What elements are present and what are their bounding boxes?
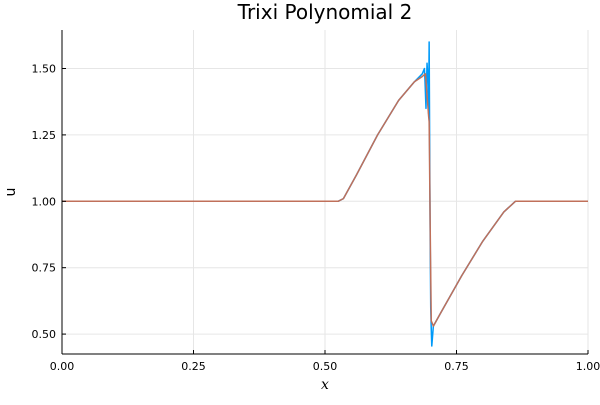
x-axis-label: x bbox=[321, 377, 329, 393]
series-line-2 bbox=[62, 73, 588, 327]
y-tick-label: 0.50 bbox=[32, 328, 57, 341]
x-tick-label: 1.00 bbox=[576, 360, 600, 373]
x-tick-label: 0.25 bbox=[181, 360, 206, 373]
y-tick-label: 1.00 bbox=[32, 195, 57, 208]
y-ticks: 0.50 0.75 1.00 1.25 1.50 bbox=[32, 63, 66, 341]
series-layer bbox=[62, 41, 588, 347]
x-tick-label: 0.50 bbox=[313, 360, 338, 373]
chart-title: Trixi Polynomial 2 bbox=[237, 0, 413, 24]
y-tick-label: 0.75 bbox=[32, 262, 57, 275]
grid bbox=[61, 30, 589, 354]
y-axis-label: u bbox=[3, 188, 19, 197]
x-tick-label: 0.75 bbox=[444, 360, 469, 373]
y-tick-label: 1.25 bbox=[32, 129, 57, 142]
x-tick-label: 0.00 bbox=[50, 360, 75, 373]
y-tick-label: 1.50 bbox=[32, 63, 57, 76]
x-ticks: 0.00 0.25 0.50 0.75 1.00 bbox=[50, 350, 600, 373]
